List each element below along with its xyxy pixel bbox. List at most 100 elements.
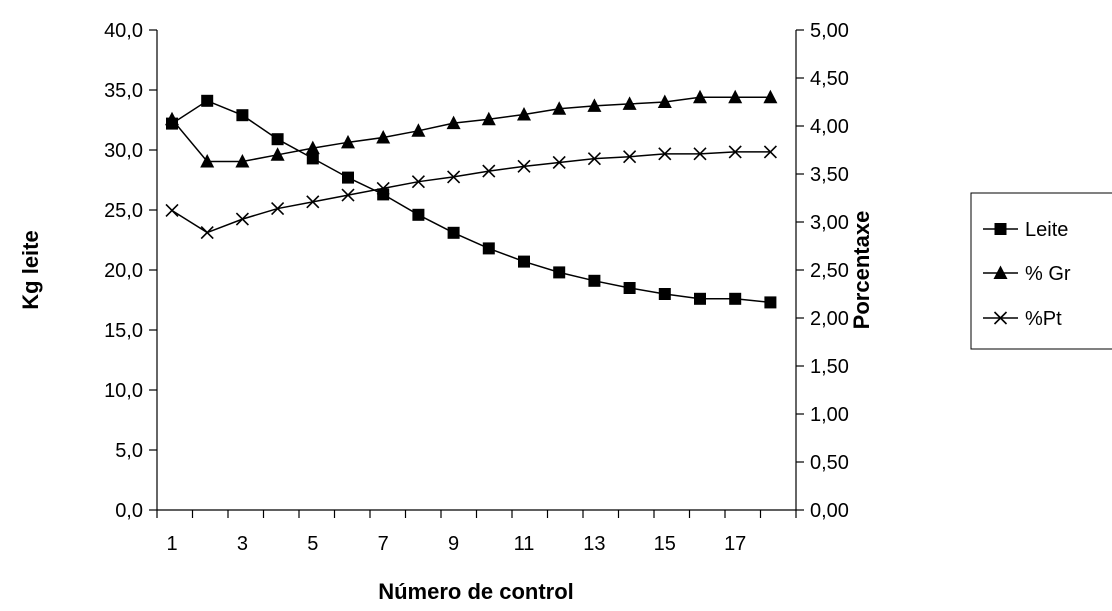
y-tick-label: 25,0 xyxy=(104,200,143,222)
data-point-gr xyxy=(552,101,567,115)
data-point-pt xyxy=(411,175,425,189)
data-point-gr xyxy=(270,147,285,161)
data-point-pt xyxy=(306,195,320,209)
data-point-gr xyxy=(305,140,320,155)
x-marker-stroke xyxy=(482,164,496,178)
x-tick-label: 7 xyxy=(378,533,389,555)
x-marker-stroke xyxy=(235,212,249,226)
series-line-gr xyxy=(171,96,771,163)
data-point-pt xyxy=(376,181,390,195)
x-marker-stroke xyxy=(165,203,179,218)
data-point-gr xyxy=(341,134,355,149)
data-point-pt xyxy=(271,201,285,216)
plot-area: 0,0 5,0 10,0 15,0 20,0 25,0 30,0 35,0 40,0 0,00 0… xyxy=(104,20,849,555)
data-point-leite xyxy=(694,292,706,305)
y-tick-label: 40,0 xyxy=(104,20,143,42)
data-point-pt xyxy=(693,147,707,161)
series-gr xyxy=(165,89,778,168)
data-point-pt xyxy=(517,159,531,173)
y-axis-title: Kg leite xyxy=(18,230,43,309)
y-tick-label: 5,0 xyxy=(115,440,143,462)
x-marker-stroke xyxy=(658,147,672,161)
legend-marker xyxy=(993,265,1008,279)
x-tick-label: 13 xyxy=(583,533,605,555)
legend-item-pt: %Pt xyxy=(983,308,1062,330)
series-leite xyxy=(166,94,777,309)
y2-tick-label: 2,00 xyxy=(810,308,849,330)
data-point-leite xyxy=(623,282,636,294)
data-point-pt xyxy=(728,145,742,159)
x-marker-stroke xyxy=(763,145,777,159)
x-marker-stroke xyxy=(411,175,425,189)
x-marker-stroke xyxy=(341,188,355,202)
x-axis-title: Número de control xyxy=(378,579,574,604)
right-axis-ticks: 0,00 0,50 1,00 1,50 2,00 2,50 3,00 3,50 4,00 4,50… xyxy=(796,20,849,522)
x-tick-label: 9 xyxy=(448,533,459,555)
y2-tick-label: 4,50 xyxy=(810,68,849,90)
data-point-gr xyxy=(657,94,672,108)
y-tick-label: 15,0 xyxy=(104,320,143,342)
legend-item-leite: Leite xyxy=(983,219,1068,241)
data-point-pt xyxy=(200,225,214,240)
y2-tick-label: 0,00 xyxy=(810,500,849,522)
y2-tick-label: 1,00 xyxy=(810,404,849,426)
x-marker-stroke xyxy=(623,150,637,164)
data-point-leite xyxy=(729,292,742,305)
data-point-pt xyxy=(658,147,672,161)
x-tick-label: 11 xyxy=(514,533,535,555)
data-point-gr xyxy=(446,115,461,130)
x-marker-stroke xyxy=(376,181,390,195)
data-point-leite xyxy=(342,171,354,184)
data-point-leite xyxy=(447,226,460,239)
legend-item-gr: % Gr xyxy=(983,263,1071,285)
data-point-leite xyxy=(306,152,319,165)
data-point-leite xyxy=(658,288,671,300)
data-point-pt xyxy=(623,150,637,164)
data-point-gr xyxy=(235,154,250,168)
x-tick-label: 15 xyxy=(654,533,676,555)
legend-label: Leite xyxy=(1025,219,1068,241)
legend-marker xyxy=(994,223,1007,235)
data-point-gr xyxy=(693,89,707,104)
x-marker-stroke xyxy=(447,170,461,184)
legend-label: % Gr xyxy=(1025,263,1071,285)
data-point-leite xyxy=(236,109,249,122)
x-tick-label: 17 xyxy=(724,533,746,555)
y2-axis-title: Porcentaxe xyxy=(849,211,874,330)
y-tick-label: 0,0 xyxy=(115,500,143,522)
series-line-pt xyxy=(171,151,771,234)
data-point-leite xyxy=(271,133,284,146)
x-marker-stroke xyxy=(993,311,1008,325)
y-tick-label: 20,0 xyxy=(104,260,143,282)
data-point-pt xyxy=(552,155,566,170)
data-point-pt xyxy=(447,170,461,184)
y-tick-label: 35,0 xyxy=(104,80,143,102)
data-point-leite xyxy=(412,208,425,221)
y2-tick-label: 4,00 xyxy=(810,116,849,138)
data-point-leite xyxy=(588,274,601,287)
data-point-pt xyxy=(482,164,496,178)
left-axis-ticks: 0,0 5,0 10,0 15,0 20,0 25,0 30,0 35,0 40,0 xyxy=(104,20,157,522)
data-point-leite xyxy=(518,255,530,268)
legend: Leite % Gr %Pt xyxy=(970,192,1112,350)
x-marker-stroke xyxy=(200,225,214,240)
y-tick-label: 30,0 xyxy=(104,140,143,162)
y2-tick-label: 1,50 xyxy=(810,356,849,378)
y-tick-label: 10,0 xyxy=(104,380,143,402)
data-point-pt xyxy=(165,203,179,218)
data-point-gr xyxy=(376,130,391,144)
x-tick-label: 5 xyxy=(307,533,318,555)
data-point-gr xyxy=(728,89,743,104)
x-tick-label: 3 xyxy=(237,533,248,555)
y2-tick-label: 3,50 xyxy=(810,164,849,186)
data-point-gr xyxy=(200,154,215,168)
legend-marker xyxy=(993,311,1008,325)
x-marker-stroke xyxy=(517,159,531,173)
data-point-leite xyxy=(482,242,495,255)
data-point-pt xyxy=(235,212,249,226)
data-point-gr xyxy=(481,111,496,126)
series-layer xyxy=(165,89,778,309)
y2-tick-label: 3,00 xyxy=(810,212,849,234)
y2-tick-label: 5,00 xyxy=(810,20,849,42)
